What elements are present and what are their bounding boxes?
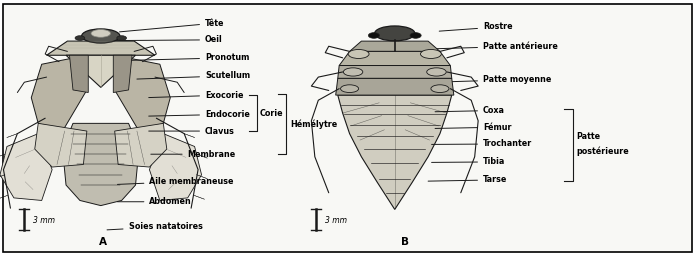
Polygon shape [149, 134, 202, 200]
Text: postérieure: postérieure [576, 147, 629, 156]
Text: A: A [99, 237, 107, 246]
Text: Tarse: Tarse [428, 175, 507, 185]
Text: Abdomen: Abdomen [117, 197, 193, 206]
Polygon shape [70, 55, 88, 93]
Polygon shape [115, 55, 170, 131]
Text: Patte antérieure: Patte antérieure [435, 42, 558, 51]
Text: Aile membraneuse: Aile membraneuse [117, 177, 234, 186]
Ellipse shape [420, 49, 441, 59]
Text: 3 mm: 3 mm [33, 216, 55, 225]
Ellipse shape [375, 26, 415, 41]
Text: Corie: Corie [259, 108, 283, 118]
Text: Fémur: Fémur [435, 123, 512, 132]
Polygon shape [31, 55, 87, 131]
Ellipse shape [410, 33, 421, 38]
Polygon shape [339, 51, 450, 66]
Ellipse shape [75, 36, 85, 40]
Text: Soies natatoires: Soies natatoires [107, 222, 202, 231]
Ellipse shape [427, 68, 446, 76]
Text: Rostre: Rostre [439, 22, 513, 32]
Text: Membrane: Membrane [151, 150, 236, 159]
Ellipse shape [117, 36, 126, 40]
Polygon shape [0, 134, 52, 200]
Polygon shape [66, 55, 136, 87]
Polygon shape [336, 78, 454, 95]
Text: Tête: Tête [120, 19, 224, 32]
Polygon shape [350, 41, 440, 51]
Text: Scutellum: Scutellum [137, 71, 250, 80]
FancyBboxPatch shape [3, 4, 692, 252]
Text: Oeil: Oeil [113, 35, 223, 44]
Ellipse shape [348, 49, 369, 59]
Polygon shape [35, 123, 87, 167]
Polygon shape [338, 95, 452, 209]
Text: Patte moyenne: Patte moyenne [435, 75, 551, 84]
Ellipse shape [343, 68, 363, 76]
Text: B: B [401, 237, 409, 246]
Text: Coxa: Coxa [435, 106, 505, 115]
Ellipse shape [431, 85, 449, 93]
Text: Exocorie: Exocorie [149, 90, 243, 100]
Text: Endocorie: Endocorie [149, 110, 250, 119]
Ellipse shape [341, 85, 359, 93]
Text: 3 mm: 3 mm [325, 216, 347, 225]
Text: Tibia: Tibia [432, 157, 505, 167]
Polygon shape [115, 123, 167, 167]
Polygon shape [338, 66, 452, 78]
Text: Pronotum: Pronotum [130, 53, 250, 62]
Polygon shape [63, 123, 139, 206]
Text: Patte: Patte [576, 132, 600, 141]
Polygon shape [47, 41, 155, 55]
Text: Trochanter: Trochanter [432, 139, 532, 149]
Ellipse shape [368, 33, 379, 38]
Ellipse shape [91, 30, 111, 37]
Text: Clavus: Clavus [149, 126, 235, 136]
Text: Hémélytre: Hémélytre [290, 120, 337, 129]
Polygon shape [113, 55, 132, 93]
Ellipse shape [82, 29, 120, 43]
